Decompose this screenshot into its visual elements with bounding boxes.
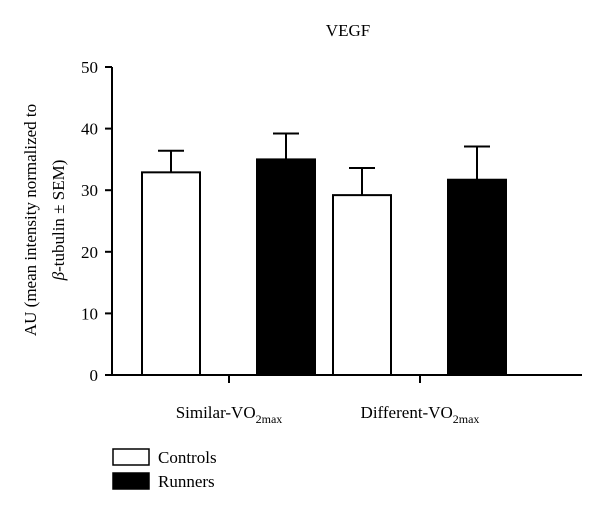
legend-label-controls: Controls (158, 448, 217, 467)
bar-runners (447, 178, 507, 376)
bar-controls (141, 171, 201, 376)
y-tick-label: 0 (90, 366, 99, 385)
y-tick-label: 20 (81, 243, 98, 262)
beta-symbol: β (49, 271, 68, 281)
x-tick-label: Similar-VO2max (176, 403, 283, 426)
legend-swatch-controls (112, 448, 150, 466)
x-axis: Similar-VO2max Different-VO2max (111, 374, 582, 426)
x-tick-label: Different-VO2max (361, 403, 480, 426)
y-axis-label-line-2: β-tubulin ± SEM) (49, 160, 68, 282)
y-axis-label-line-2-rest: -tubulin ± SEM) (49, 160, 68, 272)
bar-controls (332, 194, 392, 376)
y-tick-label: 30 (81, 181, 98, 200)
y-axis: 0 10 20 30 40 50 (81, 58, 113, 385)
y-axis-label: AU (mean intensity normalized to β-tubul… (21, 104, 68, 336)
y-tick-label: 40 (81, 120, 98, 139)
y-axis-label-line-1: AU (mean intensity normalized to (21, 104, 40, 336)
legend-label-runners: Runners (158, 472, 215, 491)
y-tick-label: 50 (81, 58, 98, 77)
bars (141, 132, 507, 376)
y-tick-label: 10 (81, 304, 98, 323)
chart-title: VEGF (326, 21, 370, 40)
bar-runners (256, 158, 316, 376)
legend-swatch-runners (112, 472, 150, 490)
legend: Controls Runners (112, 448, 217, 491)
